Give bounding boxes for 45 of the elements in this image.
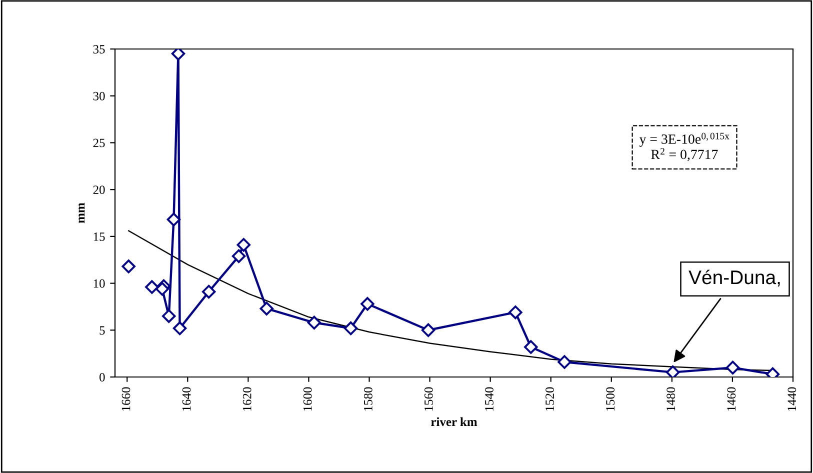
point: [171, 49, 186, 61]
x-tick-label: 1600: [303, 387, 312, 411]
y-tick-label: 10: [94, 279, 105, 288]
point: [172, 321, 187, 336]
x-tick-label: 1440: [788, 387, 796, 411]
point: [202, 284, 216, 299]
point: [232, 249, 246, 263]
x-tick-label: 1660: [122, 387, 130, 411]
x-tick-label: 1560: [424, 387, 433, 411]
point: [166, 212, 181, 226]
y-axis-title: mm: [78, 202, 85, 224]
x-tick-label: 1620: [242, 387, 252, 411]
point: [666, 365, 680, 377]
annotation: y = 3E-10e$^{0,015x}$: [639, 132, 730, 147]
point: [260, 302, 274, 316]
y-tick-label: 30: [93, 92, 105, 100]
annotation: R$^{2}$ = 0,7717: [651, 148, 718, 162]
y-tick-label: 5: [100, 326, 105, 335]
point: [508, 305, 522, 320]
x-tick-label: 1640: [182, 387, 191, 411]
point: [307, 316, 322, 330]
x-tick-label: 1480: [666, 387, 676, 411]
y-tick-label: 35: [93, 45, 105, 54]
y-tick-label: 0: [100, 373, 105, 382]
point: [421, 323, 436, 338]
annotation: Vén-Duna,: [688, 270, 780, 287]
y-tick-label: 15: [94, 232, 105, 241]
x-axis-title: river km: [431, 417, 478, 426]
x-tick-label: 1460: [727, 387, 736, 411]
point: [162, 309, 176, 323]
x-tick-label: 1540: [485, 387, 494, 411]
point: [122, 260, 136, 274]
point: [236, 238, 251, 252]
point: [344, 321, 358, 336]
x-tick-label: 1520: [546, 387, 554, 411]
point: [558, 355, 572, 369]
point: [155, 282, 170, 296]
point: [145, 280, 159, 294]
y-tick-label: 20: [93, 186, 105, 194]
point: [524, 340, 538, 354]
point: [726, 360, 740, 374]
x-tick-label: 1500: [606, 387, 615, 411]
x-tick-label: 1580: [364, 387, 372, 411]
point: [360, 297, 374, 311]
y-tick-label: 25: [93, 138, 105, 148]
